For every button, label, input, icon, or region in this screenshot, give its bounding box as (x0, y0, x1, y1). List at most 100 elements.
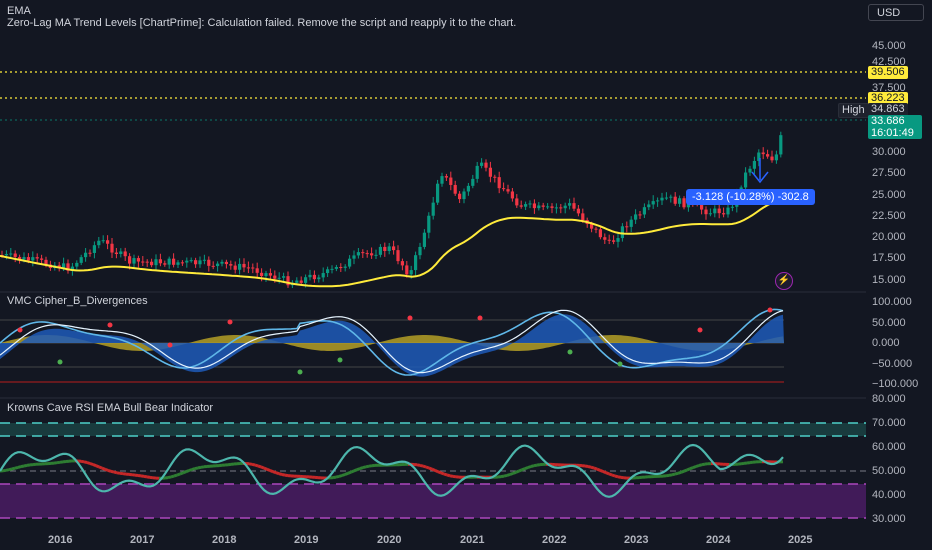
candle-body (568, 203, 572, 206)
time-tick: 2021 (460, 534, 485, 546)
rsi-ema-segment (2, 468, 7, 473)
rsi-ema-segment (341, 473, 346, 477)
rsi-ema-segment (95, 464, 100, 469)
candle-body (312, 274, 316, 280)
candle-body (62, 263, 66, 269)
rsi-ema-segment (419, 463, 424, 468)
vmc-tick: −100.000 (872, 378, 919, 390)
rsi-ema-segment (89, 462, 94, 466)
rsi-ema-segment (593, 466, 598, 471)
rsi-ema-segment (272, 470, 277, 475)
candle-body (31, 257, 35, 261)
candle-body (620, 226, 624, 239)
candle-body (352, 255, 356, 259)
candle-body (409, 270, 413, 275)
candle-body (713, 208, 717, 214)
candle-body (343, 266, 347, 268)
candle-body (616, 238, 620, 242)
rsi-overbought-zone (0, 423, 866, 436)
candle-body (220, 261, 224, 264)
candle-body (506, 189, 510, 192)
rsi-ema-segment (356, 467, 361, 472)
rsi-ema-segment (671, 472, 676, 477)
candle-body (387, 246, 391, 252)
rsi-ema-segment (98, 465, 103, 470)
vmc-dots-group (17, 307, 773, 375)
rsi-ema-segment (614, 474, 619, 479)
candle-body (66, 263, 70, 271)
candle-body (70, 266, 74, 271)
rsi-ema-segment (434, 469, 439, 474)
price-tick: 22.500 (872, 210, 906, 222)
candle-body (400, 261, 404, 266)
rsi-ema-segment (503, 473, 508, 478)
candle-body (246, 267, 250, 269)
candle-body (471, 178, 475, 186)
currency-selector[interactable]: USD (868, 4, 924, 21)
measure-arrow-head (751, 171, 769, 184)
candle-body (141, 261, 145, 263)
rsi-ema-segment (173, 473, 178, 478)
candle-body (475, 165, 479, 179)
candle-body (75, 262, 79, 267)
candle-body (427, 215, 431, 233)
measure-tool-label[interactable]: -3.128 (-10.28%) -302.8 (686, 189, 815, 205)
candle-body (339, 267, 343, 269)
candle-body (541, 205, 545, 207)
rsi-ema-segment (599, 468, 604, 473)
candle-body (92, 245, 96, 253)
candle-body (172, 258, 176, 265)
candle-body (84, 252, 88, 258)
candle-body (79, 257, 83, 263)
last-price: 33.686 (871, 115, 905, 127)
candle-body (462, 191, 466, 200)
candle-body (334, 267, 338, 269)
price-tick: 20.000 (872, 231, 906, 243)
price-tick: 27.500 (872, 167, 906, 179)
rsi-ema-segment (446, 473, 451, 478)
vmc-dot (297, 369, 303, 375)
candle-body (563, 205, 567, 209)
candle-body (414, 255, 418, 271)
rsi-ema-segment (353, 468, 358, 473)
time-tick: 2025 (788, 534, 813, 546)
candles-group (0, 131, 783, 289)
price-tick: 37.500 (872, 82, 906, 94)
candle-body (422, 232, 426, 247)
vmc-dot (567, 349, 573, 355)
candle-body (519, 205, 523, 207)
rsi-ema-segment (83, 460, 88, 464)
vmc-title[interactable]: VMC Cipher_B_Divergences (7, 295, 148, 307)
vmc-tick: 100.000 (872, 296, 912, 308)
candle-body (233, 265, 237, 270)
rsi-ema-segment (590, 465, 595, 470)
candle-body (484, 162, 488, 168)
candle-body (603, 237, 607, 240)
vmc-dot (57, 359, 63, 365)
rsi-ema-segment (278, 472, 283, 476)
candle-body (18, 256, 22, 260)
time-tick: 2023 (624, 534, 649, 546)
time-tick: 2022 (542, 534, 567, 546)
lightning-bolt-icon[interactable]: ⚡ (775, 272, 793, 290)
rsi-ema-segment (524, 466, 529, 471)
candle-body (145, 261, 149, 263)
candle-body (110, 243, 114, 253)
script-error-line: Zero-Lag MA Trend Levels [ChartPrime]: C… (7, 17, 517, 29)
vmc-dot (617, 361, 623, 367)
rsi-title[interactable]: Krowns Cave RSI EMA Bull Bear Indicator (7, 402, 214, 414)
rsi-ema-segment (11, 466, 16, 471)
candle-body (9, 253, 13, 255)
rsi-ema-segment (521, 467, 526, 472)
candle-body (436, 183, 440, 203)
rsi-ema-segment (500, 474, 505, 479)
candle-body (528, 203, 532, 205)
rsi-ema-segment (512, 470, 517, 475)
candle-body (647, 204, 651, 208)
candle-body (664, 197, 668, 199)
rsi-ema-segment (8, 467, 13, 472)
rsi-ema-segment (536, 463, 541, 467)
rsi-ema-segment (443, 472, 448, 477)
candle-body (682, 198, 686, 208)
